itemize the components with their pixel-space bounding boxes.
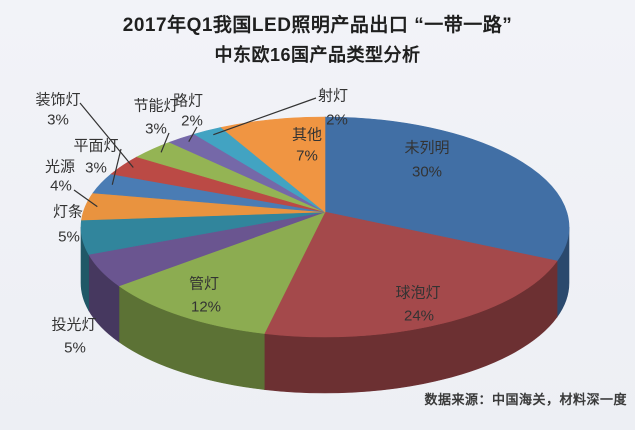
slice-label-percent: 2%: [181, 112, 203, 130]
label-leader-line: [188, 126, 198, 143]
slice-label-name: 平面灯: [73, 137, 119, 155]
pie-slice: [324, 116, 570, 262]
slice-label-percent: 30%: [411, 163, 443, 181]
slice-label-name: 投光灯: [51, 316, 97, 334]
chart-title-line1: 2017年Q1我国LED照明产品出口 “一带一路”: [122, 15, 513, 36]
slice-label-percent: 7%: [296, 147, 318, 165]
pie-slice: [263, 211, 558, 338]
slice-label-name: 球泡灯: [395, 284, 441, 302]
label-leader-line: [79, 102, 134, 168]
slice-label-name: 射灯: [317, 87, 349, 105]
pie-slice: [118, 211, 326, 334]
slice-label-percent: 12%: [190, 298, 222, 316]
slice-label-percent: 3%: [145, 120, 167, 138]
label-leader-line: [73, 189, 98, 208]
pie-slice: [220, 116, 326, 213]
slice-label-percent: 4%: [50, 177, 72, 195]
data-source: 数据来源：中国海关，材料深一度: [424, 392, 627, 407]
slice-label-percent: 3%: [47, 111, 69, 129]
slice-label-name: 节能灯: [133, 97, 179, 115]
slice-label-name: 路灯: [172, 92, 204, 110]
slice-label-name: 装饰灯: [35, 91, 81, 109]
slice-label-percent: 24%: [403, 307, 435, 325]
slice-label-percent: 2%: [326, 111, 348, 129]
label-leader-line: [213, 97, 317, 136]
slice-label-name: 管灯: [188, 275, 220, 293]
slice-label-name: 其他: [291, 126, 323, 144]
slice-label-name: 光源: [44, 158, 76, 176]
slice-label-percent: 5%: [64, 339, 86, 357]
label-leader-line: [111, 148, 122, 185]
slice-label-name: 未列明: [404, 139, 450, 157]
slice-label-percent: 5%: [58, 228, 80, 246]
slice-label-percent: 3%: [85, 159, 107, 177]
label-leader-line: [160, 132, 170, 153]
slice-label-name: 灯条: [52, 203, 84, 221]
chart-title-line2: 中东欧16国产品类型分析: [214, 45, 421, 65]
